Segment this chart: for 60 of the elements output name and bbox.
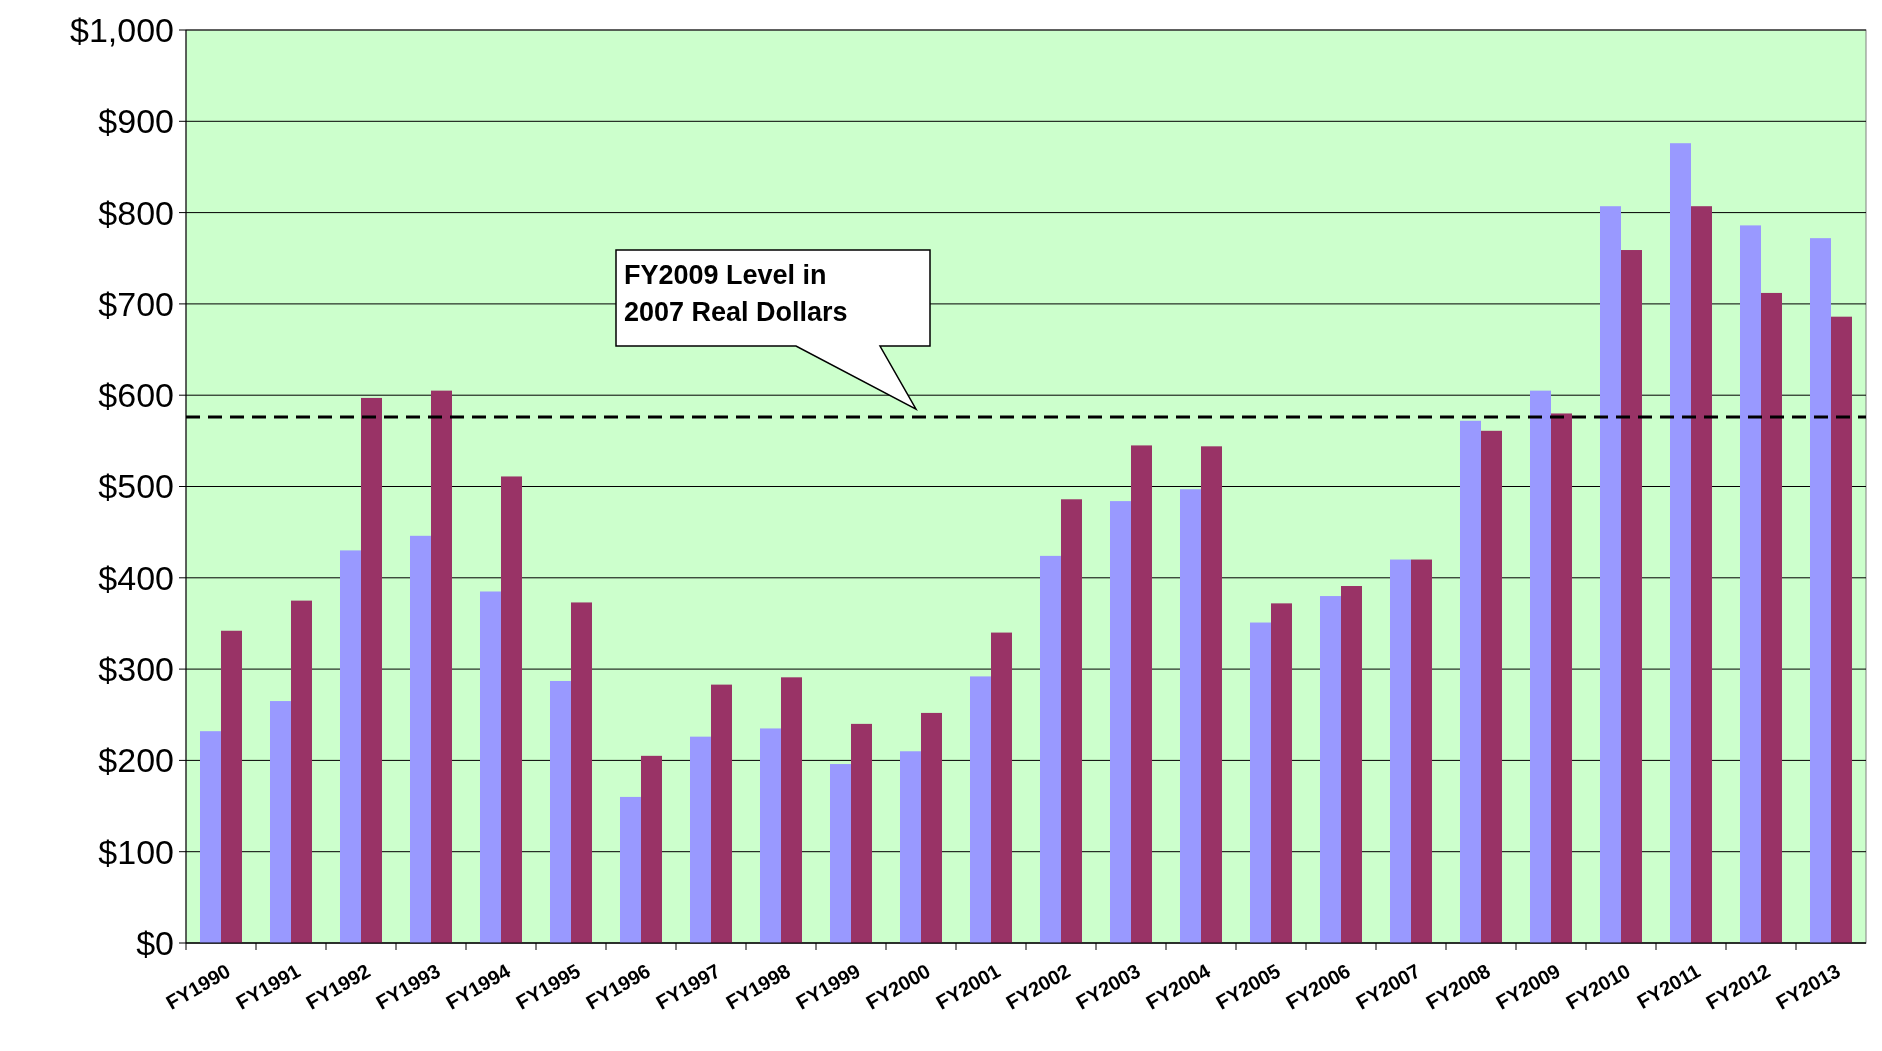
bar	[1621, 250, 1642, 943]
bar	[1390, 559, 1411, 943]
bar	[830, 764, 851, 943]
bar	[431, 390, 452, 943]
y-tick-label: $200	[98, 741, 174, 780]
bar	[270, 701, 291, 943]
bar	[1831, 316, 1852, 943]
bar	[781, 677, 802, 943]
bar	[711, 684, 732, 943]
bar	[200, 731, 221, 943]
bar	[1481, 430, 1502, 943]
bar	[1411, 559, 1432, 943]
bar	[760, 728, 781, 943]
bar	[221, 630, 242, 943]
bar	[1061, 499, 1082, 943]
y-tick-label: $600	[98, 376, 174, 415]
bar	[291, 600, 312, 943]
y-tick-label: $0	[136, 923, 174, 962]
bar	[1110, 501, 1131, 943]
y-tick-label: $100	[98, 832, 174, 871]
bar	[1600, 206, 1621, 943]
bar	[1761, 292, 1782, 943]
y-tick-label: $300	[98, 650, 174, 688]
bar	[501, 476, 522, 943]
bar	[1810, 238, 1831, 943]
bar	[361, 397, 382, 943]
bar	[550, 680, 571, 943]
bar	[1530, 390, 1551, 943]
bar	[1551, 413, 1572, 943]
y-tick-label: $500	[98, 467, 174, 506]
bar	[991, 632, 1012, 943]
bar	[1040, 555, 1061, 943]
bar	[1740, 225, 1761, 943]
bar	[1180, 489, 1201, 943]
bar	[1320, 596, 1341, 943]
bar	[480, 591, 501, 943]
bar	[340, 550, 361, 943]
bar	[1670, 143, 1691, 943]
bar	[1131, 445, 1152, 943]
bar	[690, 736, 711, 943]
y-tick-label: $400	[98, 558, 174, 597]
bar	[900, 751, 921, 943]
bar	[851, 723, 872, 943]
y-tick-label: $1,000	[70, 10, 174, 49]
bar	[1341, 586, 1362, 943]
bar	[1271, 603, 1292, 943]
bar	[1250, 622, 1271, 943]
ref-line-label: FY2009 Level in 2007 Real Dollars	[624, 260, 848, 327]
bar	[970, 676, 991, 943]
bar	[1460, 420, 1481, 943]
bar	[571, 602, 592, 943]
bar	[921, 712, 942, 943]
bar	[410, 535, 431, 943]
bar	[620, 796, 641, 943]
bar	[641, 755, 662, 943]
y-tick-label: $700	[98, 284, 174, 323]
y-tick-label: $800	[98, 193, 174, 232]
bar	[1201, 446, 1222, 943]
bar	[1691, 206, 1712, 943]
y-tick-label: $900	[98, 102, 174, 141]
